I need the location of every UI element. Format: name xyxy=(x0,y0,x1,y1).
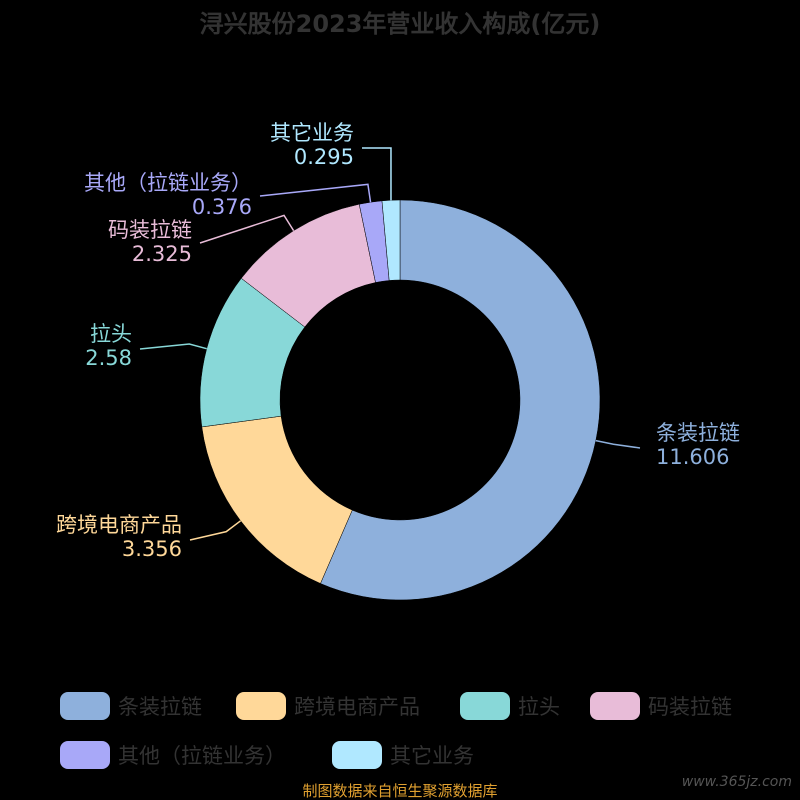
legend-label: 其它业务 xyxy=(390,744,474,768)
slice-3-name-label: 拉头 xyxy=(90,322,132,346)
legend-label: 其他（拉链业务） xyxy=(118,744,286,768)
legend-swatch xyxy=(590,692,640,720)
legend-item-2: 跨境电商产品 xyxy=(236,692,420,720)
slice-2-value-label: 3.356 xyxy=(122,537,182,561)
legend-label: 码装拉链 xyxy=(648,695,732,719)
legend-label: 跨境电商产品 xyxy=(294,695,420,719)
slice-6 xyxy=(381,199,401,281)
slice-1-leader xyxy=(595,439,641,449)
slice-6-value-label: 0.295 xyxy=(294,145,354,169)
slice-1 xyxy=(320,199,601,601)
legend-item-3: 拉头 xyxy=(460,692,560,720)
slice-6-leader xyxy=(362,147,392,201)
legend-item-1: 条装拉链 xyxy=(60,692,202,720)
legend-swatch xyxy=(460,692,510,720)
slice-4-value-label: 2.325 xyxy=(132,242,192,266)
slice-5-name-label: 其他（拉链业务） xyxy=(84,171,252,195)
slice-5-value-label: 0.376 xyxy=(192,195,252,219)
donut-slices xyxy=(199,199,601,601)
legend-swatch xyxy=(236,692,286,720)
watermark: www.365jz.com xyxy=(682,774,792,790)
legend-swatch xyxy=(60,741,110,769)
slice-5-leader xyxy=(259,183,372,203)
slice-3-value-label: 2.58 xyxy=(85,346,132,370)
slice-2-name-label: 跨境电商产品 xyxy=(56,513,182,537)
slice-2-leader xyxy=(189,520,242,541)
slice-6-name-label: 其它业务 xyxy=(270,121,354,145)
legend-item-6: 其它业务 xyxy=(332,741,474,769)
legend-label: 拉头 xyxy=(518,695,560,719)
slice-2 xyxy=(201,415,353,584)
slice-3-leader xyxy=(139,343,207,350)
slice-4-name-label: 码装拉链 xyxy=(108,218,192,242)
slice-4-leader xyxy=(199,214,295,244)
legend-swatch xyxy=(60,692,110,720)
slice-1-value-label: 11.606 xyxy=(656,445,729,469)
legend-label: 条装拉链 xyxy=(118,695,202,719)
source-note: 制图数据来自恒生聚源数据库 xyxy=(302,782,497,800)
legend-item-4: 码装拉链 xyxy=(590,692,732,720)
slice-1-name-label: 条装拉链 xyxy=(656,421,740,445)
legend-swatch xyxy=(332,741,382,769)
chart-title: 浔兴股份2023年营业收入构成(亿元) xyxy=(200,10,601,38)
legend-item-5: 其他（拉链业务） xyxy=(60,741,286,769)
